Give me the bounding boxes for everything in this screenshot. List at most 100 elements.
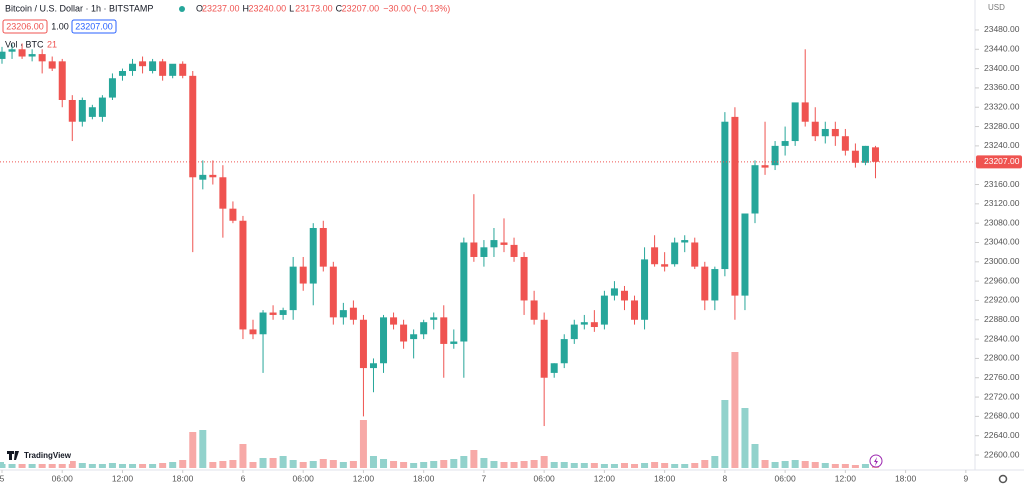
candle-body xyxy=(349,307,357,320)
candle-body xyxy=(651,247,659,265)
candle-body xyxy=(139,61,147,67)
volume-bar xyxy=(801,461,809,468)
candle-body xyxy=(600,295,608,325)
candle-body xyxy=(540,319,548,378)
volume-bar xyxy=(289,460,297,468)
y-tick-label: 23040.00 xyxy=(984,237,1020,247)
candle-body xyxy=(410,334,418,340)
candle-body xyxy=(641,259,649,320)
volume-bar xyxy=(631,464,639,468)
bid-box[interactable] xyxy=(2,19,48,34)
volume-bar xyxy=(380,459,388,468)
volume-bar xyxy=(209,462,217,468)
candle-body xyxy=(199,174,207,180)
candle-body xyxy=(48,61,56,69)
x-tick-label: 12:00 xyxy=(594,473,616,483)
volume-bar xyxy=(831,464,839,468)
candle-body xyxy=(78,99,86,122)
ask: 23207.00 xyxy=(75,21,113,31)
candle-body xyxy=(229,208,237,221)
currency: USD xyxy=(988,3,1005,12)
y-tick-label: 22800.00 xyxy=(984,353,1020,363)
volume-bar xyxy=(641,463,649,468)
ohlc-change: −30.00 (−0.13%) xyxy=(383,3,450,13)
volume-bar xyxy=(118,464,126,468)
settings-icon[interactable] xyxy=(998,474,1008,484)
volume-bar xyxy=(400,462,408,468)
last-price-box xyxy=(976,155,1022,169)
volume-bar xyxy=(28,463,36,468)
market-status xyxy=(179,6,185,12)
volume-bar xyxy=(610,464,618,468)
x-tick-label: 12:00 xyxy=(353,473,375,483)
logo[interactable]: TradingView xyxy=(24,451,72,460)
candle-body xyxy=(179,63,187,76)
y-tick-label: 23360.00 xyxy=(984,82,1020,92)
candle-body xyxy=(631,300,639,320)
candle-body xyxy=(108,78,116,98)
volume-bar xyxy=(751,444,759,468)
candle-body xyxy=(751,165,759,214)
candle-body xyxy=(530,300,538,320)
volume-bar xyxy=(861,464,869,468)
volume-bar xyxy=(600,464,608,468)
y-tick-label: 22720.00 xyxy=(984,391,1020,401)
volume-bar xyxy=(480,458,488,468)
volume-label: Vol · BTC xyxy=(5,39,44,49)
candle-body xyxy=(721,121,729,270)
bid: 23206.00 xyxy=(6,21,44,31)
volume-bar xyxy=(88,464,96,468)
spread: 1.00 xyxy=(51,21,69,31)
volume-bar xyxy=(259,458,267,468)
candle-body xyxy=(691,242,699,267)
volume-bar xyxy=(440,460,448,468)
volume-bar xyxy=(219,461,227,468)
volume-bar xyxy=(68,461,76,468)
volume-bar xyxy=(651,462,659,468)
candle-body xyxy=(761,165,769,168)
x-tick-label: 18:00 xyxy=(895,473,917,483)
symbol-title[interactable]: Bitcoin / U.S. Dollar · 1h · BITSTAMP xyxy=(5,3,153,13)
candle-body xyxy=(118,71,126,76)
logo-icon xyxy=(7,451,19,460)
volume-bar xyxy=(48,463,56,468)
volume-bar xyxy=(199,430,207,468)
candle-body xyxy=(359,319,367,369)
ask-box[interactable] xyxy=(71,19,117,34)
x-tick-label: 06:00 xyxy=(534,473,556,483)
volume-bar xyxy=(681,464,689,468)
x-tick-label: 8 xyxy=(723,473,728,483)
candle-body xyxy=(570,324,578,340)
logo-bg xyxy=(4,448,70,464)
candle-body xyxy=(771,145,779,166)
volume-bar xyxy=(189,432,197,468)
candle-body xyxy=(420,322,428,335)
y-tick-label: 23320.00 xyxy=(984,101,1020,111)
candle-body xyxy=(189,75,197,178)
candle-body xyxy=(781,141,789,146)
volume-bar xyxy=(359,420,367,468)
x-tick-label: 18:00 xyxy=(172,473,194,483)
volume-bar xyxy=(339,462,347,468)
candle-body xyxy=(620,290,628,301)
candle-body xyxy=(831,128,839,137)
candle-body xyxy=(731,116,739,296)
volume-bar xyxy=(8,463,16,468)
volume-bar xyxy=(711,456,719,468)
candle-body xyxy=(671,242,679,265)
volume-bar xyxy=(570,463,578,468)
volume-bar xyxy=(38,462,46,468)
x-tick-label: 06:00 xyxy=(52,473,74,483)
x-tick-label: 12:00 xyxy=(112,473,134,483)
y-tick-label: 22960.00 xyxy=(984,275,1020,285)
candle-body xyxy=(269,312,277,315)
candle-body xyxy=(440,317,448,344)
y-tick-label: 22880.00 xyxy=(984,314,1020,324)
x-tick-label: 18:00 xyxy=(654,473,676,483)
volume-bar xyxy=(249,462,257,468)
volume-bar xyxy=(319,459,327,468)
volume-bar xyxy=(460,456,468,468)
volume-bar xyxy=(139,464,147,468)
ohlc-key: H xyxy=(243,3,250,13)
